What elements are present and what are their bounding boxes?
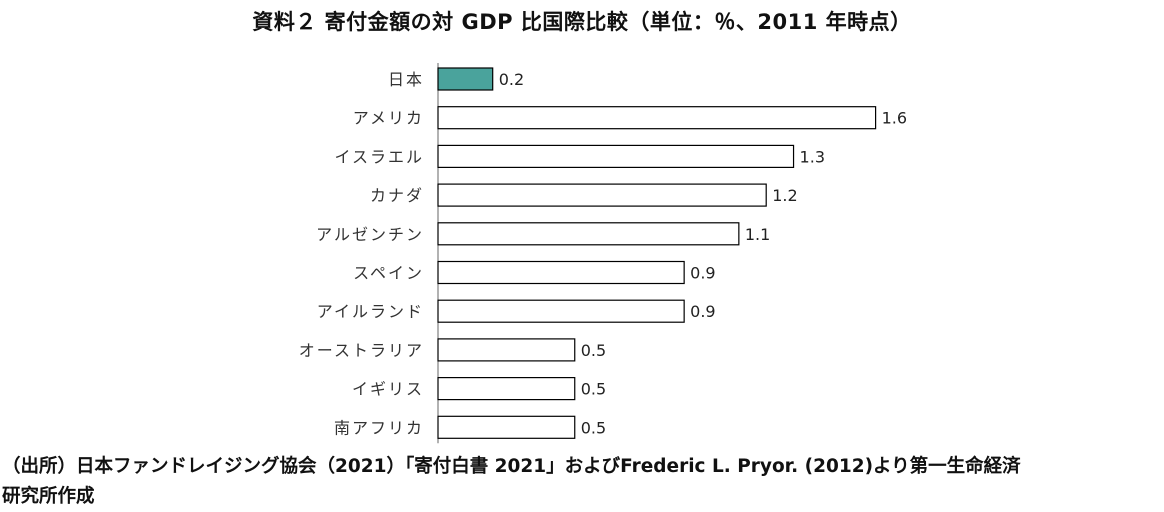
category-label: スペイン [353, 264, 424, 283]
bar [437, 183, 767, 207]
bar [437, 338, 576, 362]
source-note: （出所）日本ファンドレイジング協会（2021）「寄付白書 2021」およびFre… [2, 452, 1162, 512]
value-label: 0.5 [581, 341, 606, 360]
value-label: 0.2 [499, 70, 524, 89]
value-label: 0.9 [690, 302, 715, 321]
category-label: アルゼンチン [316, 225, 424, 244]
source-note-line-2: 研究所作成 [2, 486, 95, 507]
bar [437, 222, 740, 246]
bar [437, 144, 795, 168]
category-label: イギリス [352, 380, 424, 399]
value-label: 0.9 [690, 264, 715, 283]
value-label: 0.5 [581, 380, 606, 399]
bar [437, 299, 685, 323]
category-label: カナダ [370, 186, 424, 205]
bar [437, 377, 576, 401]
category-label: 日本 [388, 70, 424, 89]
bar [437, 260, 685, 285]
bar [437, 67, 494, 91]
category-label: イスラエル [334, 147, 424, 166]
value-label: 0.5 [581, 418, 606, 437]
category-label: アメリカ [353, 109, 424, 128]
category-label: 南アフリカ [334, 418, 424, 437]
category-label: アイルランド [317, 302, 424, 321]
source-note-line-1: （出所）日本ファンドレイジング協会（2021）「寄付白書 2021」およびFre… [2, 456, 1021, 477]
bars-group: 日本 0.2 アメリカ 1.6 イスラエル 1.3 カナダ 1.2 アルゼンチン 1.1 スペイン 0… [299, 67, 907, 439]
chart-title: 資料２ 寄付金額の対 GDP 比国際比較（単位：％、2011 年時点） [252, 10, 912, 34]
value-label: 1.6 [882, 109, 907, 128]
value-label: 1.2 [772, 186, 797, 205]
bar [437, 106, 877, 130]
bar [437, 415, 576, 439]
category-label: オーストラリア [299, 341, 424, 360]
value-label: 1.3 [800, 147, 825, 166]
value-label: 1.1 [745, 225, 770, 244]
